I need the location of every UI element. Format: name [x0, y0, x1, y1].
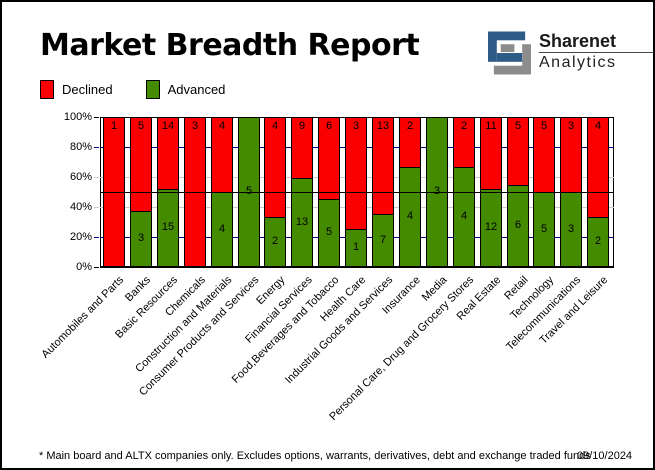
advanced-count-label: 5 [540, 222, 548, 235]
declined-count-label: 14 [161, 120, 175, 132]
declined-segment [157, 117, 179, 189]
declined-count-label: 5 [514, 120, 522, 132]
declined-segment [264, 117, 286, 217]
logo-divider [539, 52, 653, 53]
axis-tick [94, 207, 99, 208]
footer-note: * Main board and ALTX companies only. Ex… [39, 450, 591, 462]
advanced-segment [345, 229, 367, 267]
advanced-count-label: 3 [137, 232, 145, 244]
advanced-count-label: 4 [218, 222, 226, 235]
advanced-segment [264, 217, 286, 267]
axis-tick [94, 147, 99, 148]
footer-date: 09/10/2024 [577, 450, 633, 462]
advanced-count-label: 5 [325, 226, 333, 238]
advanced-label: Advanced [167, 82, 226, 97]
legend-item-advanced: Advanced [145, 80, 226, 99]
advanced-count-label: 1 [352, 241, 360, 253]
axis-tick [94, 237, 99, 238]
y-axis-label: 100% [63, 111, 92, 123]
advanced-count-label: 3 [567, 222, 575, 235]
page-title: Market Breadth Report [40, 28, 420, 63]
advanced-segment [157, 189, 179, 267]
advanced-segment [480, 189, 502, 267]
declined-segment [345, 117, 367, 229]
declined-count-label: 3 [352, 120, 360, 132]
advanced-segment [587, 217, 609, 267]
declined-count-label: 2 [406, 120, 414, 132]
advanced-count-label: 4 [460, 210, 468, 222]
declined-count-label: 3 [191, 120, 199, 132]
chart-legend: Declined Advanced [40, 80, 225, 99]
category-label: Automobiles and Parts [39, 274, 127, 361]
declined-swatch [40, 80, 54, 99]
declined-segment [587, 117, 609, 217]
sharenet-logo-text: Sharenet Analytics [539, 31, 653, 72]
advanced-count-label: 6 [514, 219, 522, 231]
legend-item-declined: Declined [40, 80, 113, 99]
y-axis-label: 20% [69, 231, 92, 243]
advanced-segment [130, 211, 152, 267]
advanced-segment [318, 199, 340, 267]
advanced-count-label: 3 [433, 185, 441, 197]
declined-segment [130, 117, 152, 211]
declined-count-label: 4 [271, 120, 279, 132]
declined-count-label: 3 [567, 120, 575, 132]
declined-label: Declined [62, 82, 113, 97]
declined-segment [318, 117, 340, 199]
logo-subtitle: Analytics [539, 54, 617, 71]
advanced-count-label: 7 [379, 233, 387, 246]
axis-tick [94, 177, 99, 178]
declined-count-label: 6 [325, 120, 333, 132]
logo-name: Sharenet [539, 31, 617, 51]
fifty-percent-line [100, 192, 614, 193]
declined-count-label: 13 [376, 120, 390, 132]
declined-count-label: 11 [485, 120, 497, 132]
sharenet-logo: Sharenet Analytics [488, 31, 653, 75]
declined-count-label: 5 [137, 120, 145, 132]
declined-count-label: 1 [110, 120, 118, 132]
y-axis-label: 60% [69, 171, 92, 183]
advanced-count-label: 12 [484, 221, 498, 233]
advanced-count-label: 2 [594, 235, 602, 247]
declined-segment [211, 117, 233, 192]
declined-segment [399, 117, 421, 167]
declined-count-label: 9 [298, 120, 306, 132]
y-axis-label: 40% [69, 201, 92, 213]
declined-segment [453, 117, 475, 167]
declined-count-label: 4 [218, 120, 226, 132]
declined-segment [560, 117, 582, 192]
declined-segment [480, 117, 502, 189]
advanced-count-label: 2 [271, 235, 279, 247]
declined-segment [533, 117, 555, 192]
sharenet-logo-icon [488, 31, 531, 75]
axis-tick [94, 267, 99, 268]
y-axis-label: 0% [76, 261, 92, 273]
advanced-segment [372, 214, 394, 267]
advanced-count-label: 13 [295, 215, 309, 228]
advanced-segment [291, 178, 313, 267]
declined-segment [291, 117, 313, 178]
declined-segment [507, 117, 529, 185]
advanced-count-label: 5 [245, 185, 253, 197]
declined-count-label: 5 [540, 120, 548, 132]
declined-count-label: 4 [594, 120, 602, 132]
advanced-count-label: 15 [161, 221, 175, 233]
axis-tick [94, 117, 99, 118]
declined-segment [372, 117, 394, 214]
advanced-swatch [145, 80, 160, 99]
advanced-count-label: 4 [406, 210, 414, 222]
declined-count-label: 2 [460, 120, 468, 132]
y-axis-label: 80% [69, 141, 92, 153]
advanced-segment [507, 185, 529, 267]
